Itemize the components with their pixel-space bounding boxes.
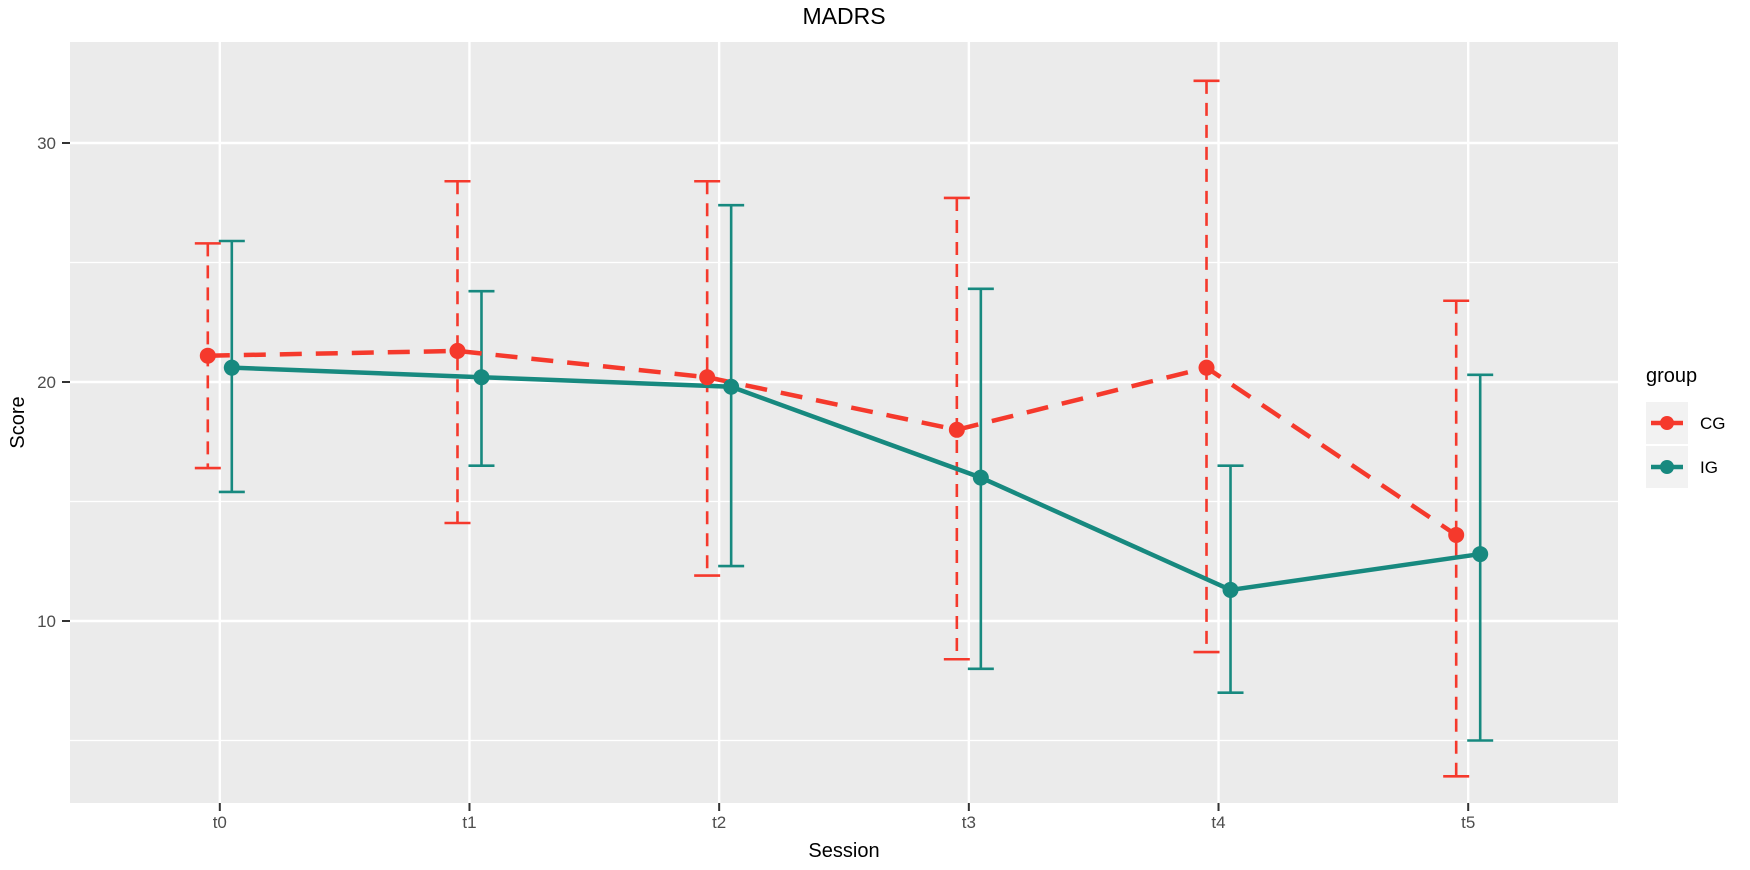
point-IG-t1 bbox=[473, 369, 490, 386]
legend-entry-CG: CG bbox=[1646, 402, 1726, 444]
point-IG-t4 bbox=[1222, 581, 1239, 598]
y-axis-title: Score bbox=[7, 396, 29, 448]
x-tick-label-t0: t0 bbox=[213, 813, 227, 832]
x-tick-label-t5: t5 bbox=[1461, 813, 1475, 832]
legend-label-CG: CG bbox=[1700, 414, 1726, 433]
point-IG-t5 bbox=[1472, 546, 1489, 563]
y-tick-label-10: 10 bbox=[37, 612, 56, 631]
chart-title: MADRS bbox=[802, 3, 885, 29]
point-IG-t2 bbox=[723, 378, 740, 395]
point-CG-t1 bbox=[449, 342, 466, 359]
x-tick-label-t2: t2 bbox=[712, 813, 726, 832]
axis-ticks bbox=[62, 142, 1470, 811]
plot-panel bbox=[70, 42, 1618, 803]
major-h-gridlines bbox=[70, 141, 1618, 623]
point-CG-t2 bbox=[699, 369, 716, 386]
y-tick-label-20: 20 bbox=[37, 373, 56, 392]
y-tick-label-30: 30 bbox=[37, 134, 56, 153]
series-line-IG bbox=[231, 365, 1481, 593]
points-CG bbox=[199, 342, 1465, 543]
x-tick-label-t3: t3 bbox=[962, 813, 976, 832]
point-CG-t3 bbox=[948, 421, 965, 438]
major-v-gridlines bbox=[218, 42, 1470, 803]
point-CG-t5 bbox=[1448, 526, 1465, 543]
legend: group CG IG bbox=[1646, 365, 1726, 488]
legend-glyph-point-IG bbox=[1660, 460, 1674, 474]
point-CG-t4 bbox=[1198, 359, 1215, 376]
point-CG-t0 bbox=[199, 347, 216, 364]
legend-title: group bbox=[1646, 365, 1697, 387]
legend-label-IG: IG bbox=[1700, 458, 1718, 477]
points-IG bbox=[223, 359, 1489, 598]
point-IG-t3 bbox=[972, 469, 989, 486]
x-axis-title: Session bbox=[808, 840, 879, 862]
minor-gridlines bbox=[70, 261, 1618, 742]
x-tick-label-t4: t4 bbox=[1211, 813, 1225, 832]
point-IG-t0 bbox=[223, 359, 240, 376]
legend-glyph-point-CG bbox=[1660, 416, 1674, 430]
x-tick-label-t1: t1 bbox=[462, 813, 476, 832]
series-line-CG bbox=[207, 348, 1458, 537]
legend-entry-IG: IG bbox=[1646, 446, 1718, 488]
